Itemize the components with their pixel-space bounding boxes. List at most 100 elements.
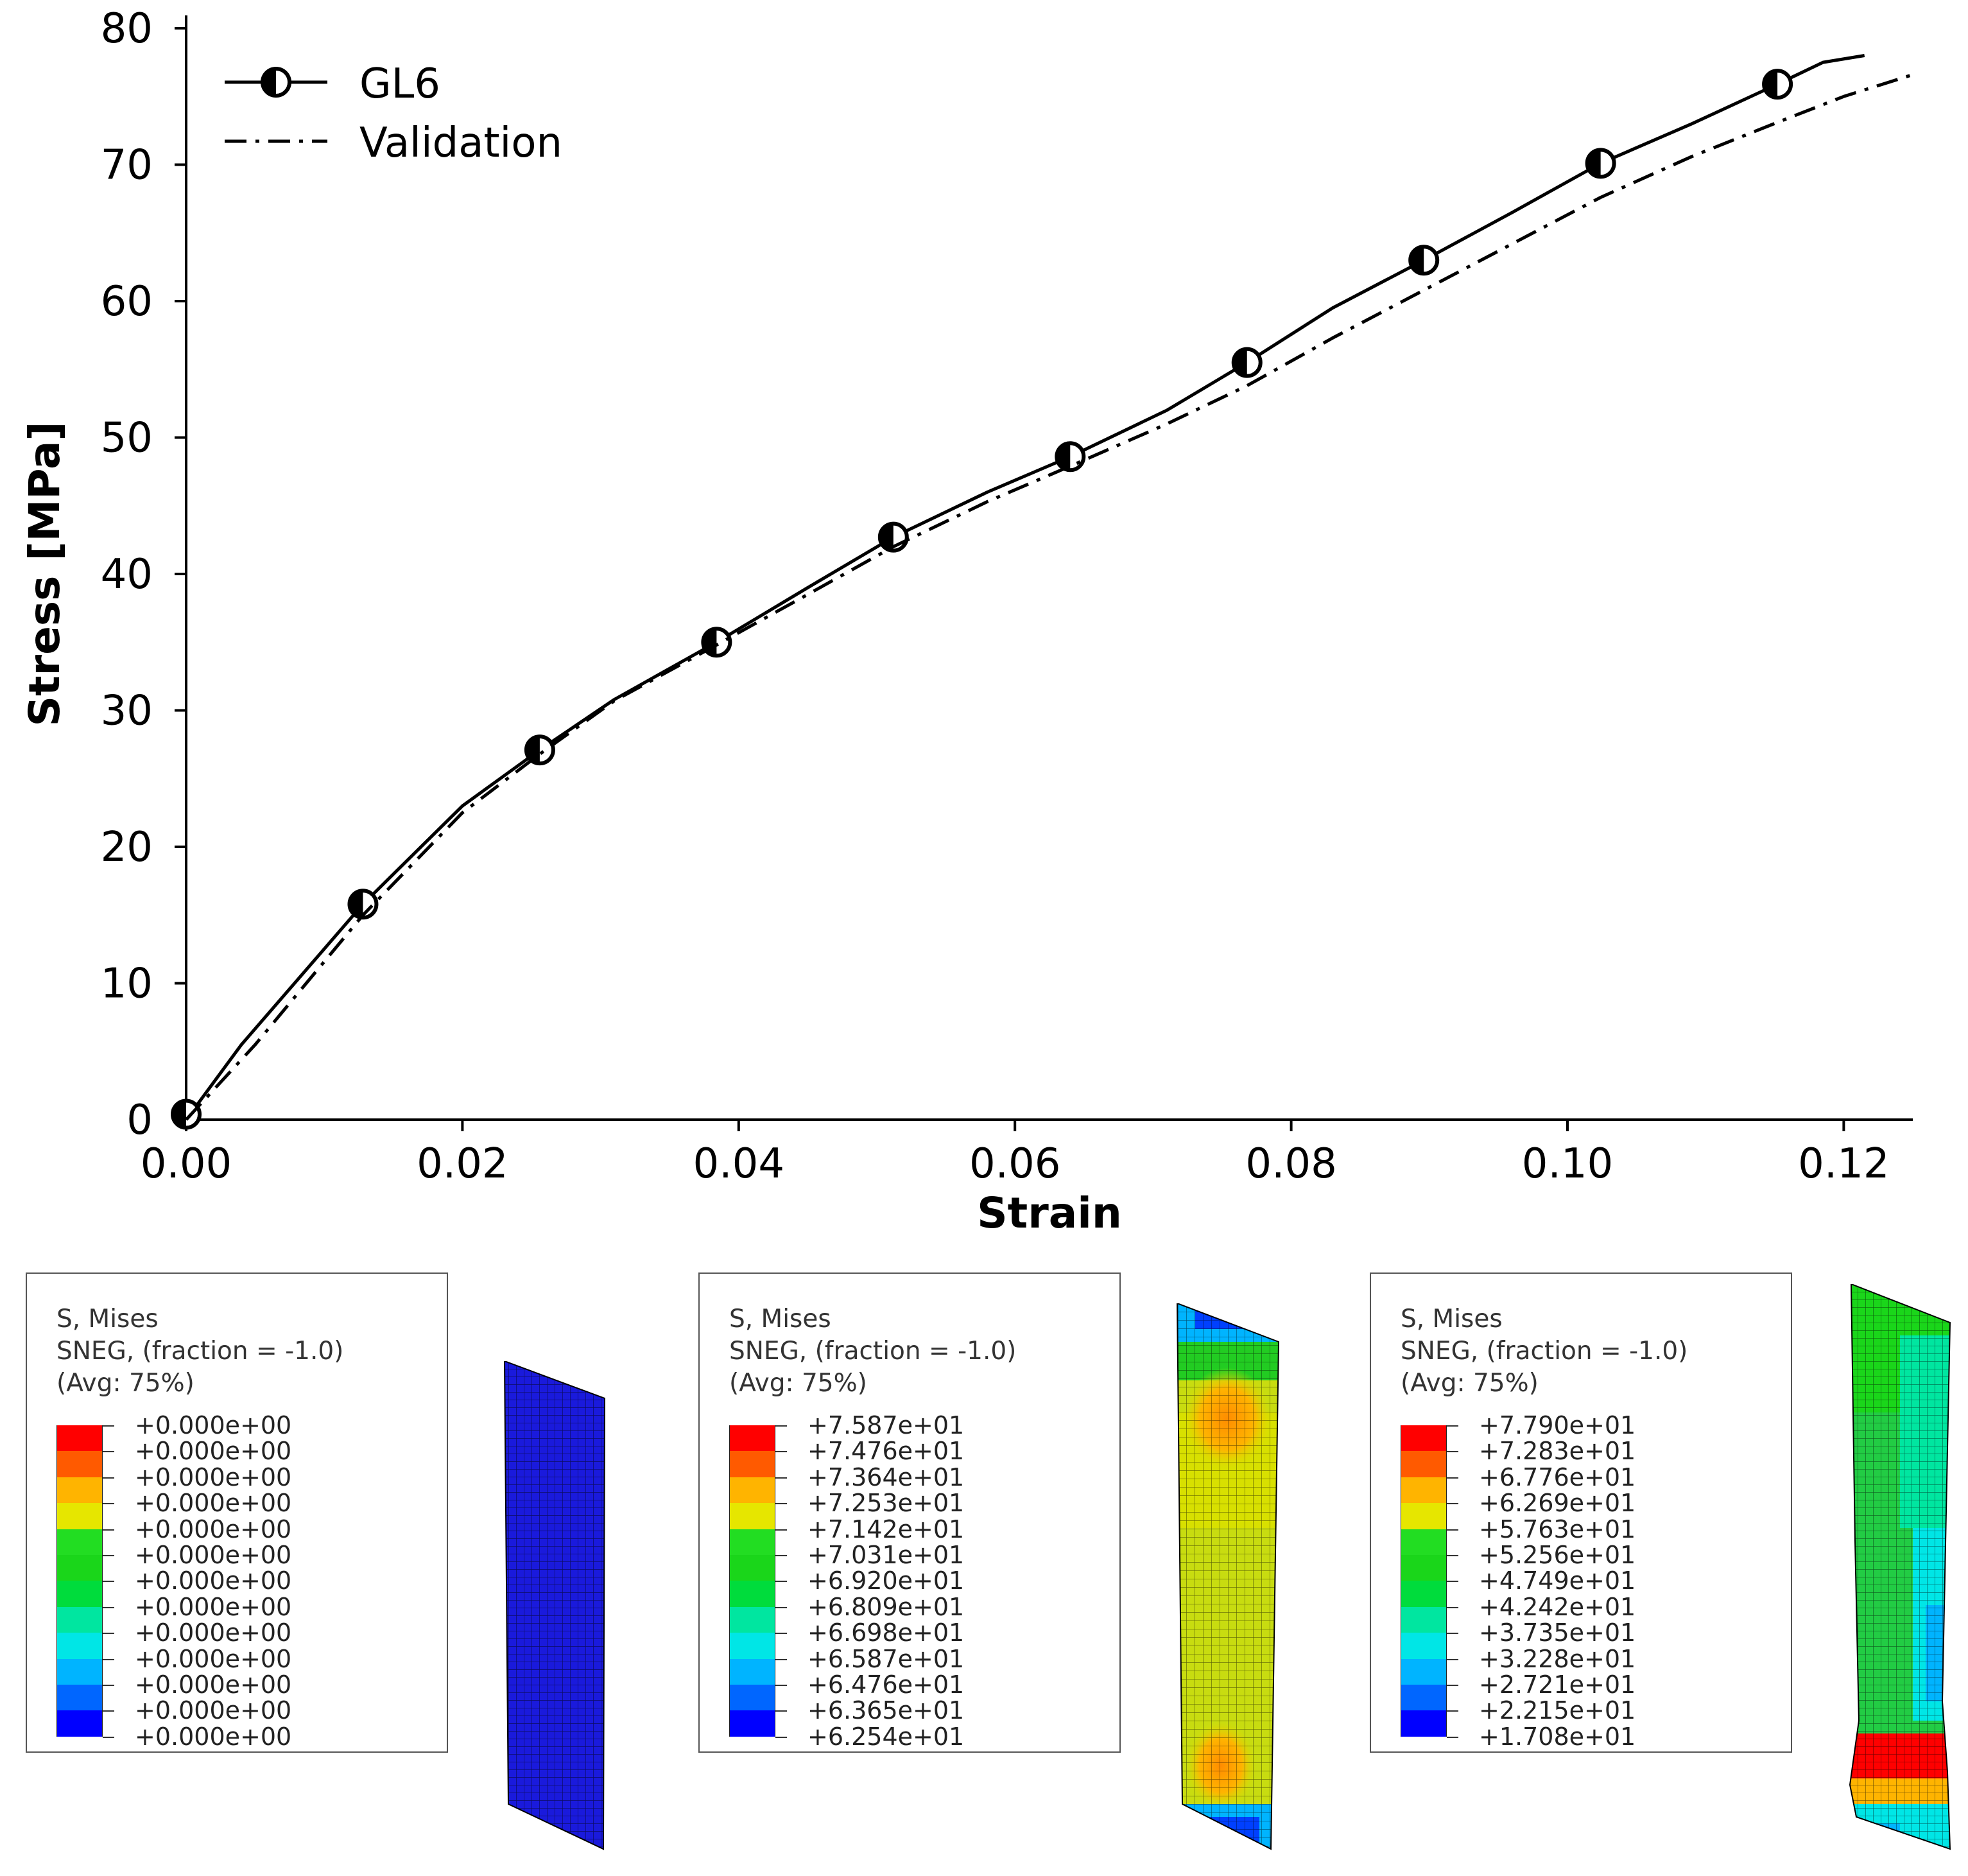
y-tick-label: 50 [101,415,153,462]
scale-tick [103,1451,114,1453]
scale-tick [775,1451,787,1453]
scale-tick [103,1554,114,1556]
contour-legend-3: S, Mises SNEG, (fraction = -1.0) (Avg: 7… [1370,1272,1792,1753]
marker-fill [1587,150,1601,177]
scale-tick [775,1477,787,1479]
scale-tick [1447,1503,1458,1505]
y-tick-label: 80 [101,5,153,53]
color-swatch [729,1633,775,1659]
scale-tick [775,1503,787,1505]
series-line-gl6 [184,54,1865,1121]
x-tick-label: 0.00 [141,1140,232,1188]
scale-value: +6.920e+01 [807,1567,965,1595]
scale-tick [1447,1736,1458,1738]
scale-value: +3.228e+01 [1479,1644,1636,1673]
x-tick-label: 0.04 [693,1140,785,1188]
scale-value: +0.000e+00 [135,1670,292,1699]
legend-label-validation: Validation [359,119,562,167]
color-swatch [1401,1503,1447,1529]
scale-tick [775,1581,787,1583]
stress-strain-chart: 0.00 0.02 0.04 0.06 0.08 0.10 0.12 0 10 20 30 40 50 6… [20,5,1913,1233]
legend-label-gl6: GL6 [359,60,440,108]
scale-value: +5.763e+01 [1479,1515,1636,1543]
color-swatch [1401,1477,1447,1504]
x-tick-label: 0.12 [1798,1140,1890,1188]
scale-value: +0.000e+00 [135,1567,292,1595]
color-swatch [1401,1633,1447,1659]
scale-tick [775,1710,787,1712]
scale-tick [1447,1529,1458,1531]
scale-value: +2.721e+01 [1479,1670,1636,1699]
y-tick-label: 10 [101,960,153,1008]
color-swatch [56,1477,103,1504]
scale-value: +4.242e+01 [1479,1592,1636,1621]
scale-tick [103,1606,114,1608]
scale-tick [775,1554,787,1556]
chart-series [171,54,1913,1130]
specimen-mid-load [1176,1303,1280,1850]
scale-tick [1447,1684,1458,1686]
scale-value: +7.364e+01 [807,1463,965,1491]
y-axis-title: Stress [MPa] [20,421,69,726]
scale-tick [775,1736,787,1738]
marker-fill [1764,71,1778,98]
color-swatch [1401,1606,1447,1633]
color-swatch [56,1503,103,1529]
scale-value: +7.283e+01 [1479,1437,1636,1466]
scale-value: +7.476e+01 [807,1437,965,1466]
y-tick-label: 70 [101,142,153,189]
scale-value: +0.000e+00 [135,1644,292,1673]
x-tick-label: 0.08 [1245,1140,1337,1188]
marker-fill [263,69,276,96]
legend-title-line: (Avg: 75%) [1401,1369,1539,1398]
y-tick-label: 20 [101,824,153,871]
scale-value: +1.708e+01 [1479,1722,1636,1751]
marker-fill [1233,349,1247,376]
scale-value: +6.587e+01 [807,1644,965,1673]
color-swatch [729,1684,775,1711]
color-swatch [1401,1710,1447,1737]
scale-value: +0.000e+00 [135,1515,292,1543]
color-swatch [729,1477,775,1504]
scale-value: +0.000e+00 [135,1696,292,1725]
scale-value: +6.365e+01 [807,1696,965,1725]
scale-tick [1447,1581,1458,1583]
scale-value: +6.776e+01 [1479,1463,1636,1491]
scale-value: +7.031e+01 [807,1540,965,1569]
legend-title-line: (Avg: 75%) [56,1369,194,1398]
color-swatch [729,1425,775,1452]
scale-value: +0.000e+00 [135,1489,292,1518]
y-tick-label: 40 [101,551,153,598]
color-swatch [56,1581,103,1607]
data-point-gl6 [1231,347,1263,378]
scale-value: +6.254e+01 [807,1722,965,1751]
scale-tick [103,1684,114,1686]
scale-tick [775,1658,787,1660]
color-swatch [1401,1451,1447,1477]
scale-tick [775,1606,787,1608]
scale-tick [103,1529,114,1531]
scale-tick [103,1710,114,1712]
color-swatch [1401,1684,1447,1711]
scale-tick [103,1736,114,1738]
scale-value: +2.215e+01 [1479,1696,1636,1725]
scale-tick [775,1529,787,1531]
scale-tick [103,1633,114,1635]
scale-value: +0.000e+00 [135,1592,292,1621]
color-swatch [56,1425,103,1452]
scale-tick [1447,1658,1458,1660]
scale-tick [775,1425,787,1427]
scale-tick [775,1633,787,1635]
marker-fill [1057,443,1071,471]
color-swatch [729,1503,775,1529]
color-swatch [729,1451,775,1477]
data-point-gl6 [1585,148,1616,179]
series-line-validation [185,73,1913,1121]
scale-tick [103,1658,114,1660]
scale-value: +7.142e+01 [807,1515,965,1543]
scale-tick [1447,1606,1458,1608]
x-axis-title: Strain [977,1188,1122,1233]
scale-tick [103,1425,114,1427]
contour-legend-2: S, Mises SNEG, (fraction = -1.0) (Avg: 7… [698,1272,1121,1753]
marker-fill [1410,247,1424,274]
